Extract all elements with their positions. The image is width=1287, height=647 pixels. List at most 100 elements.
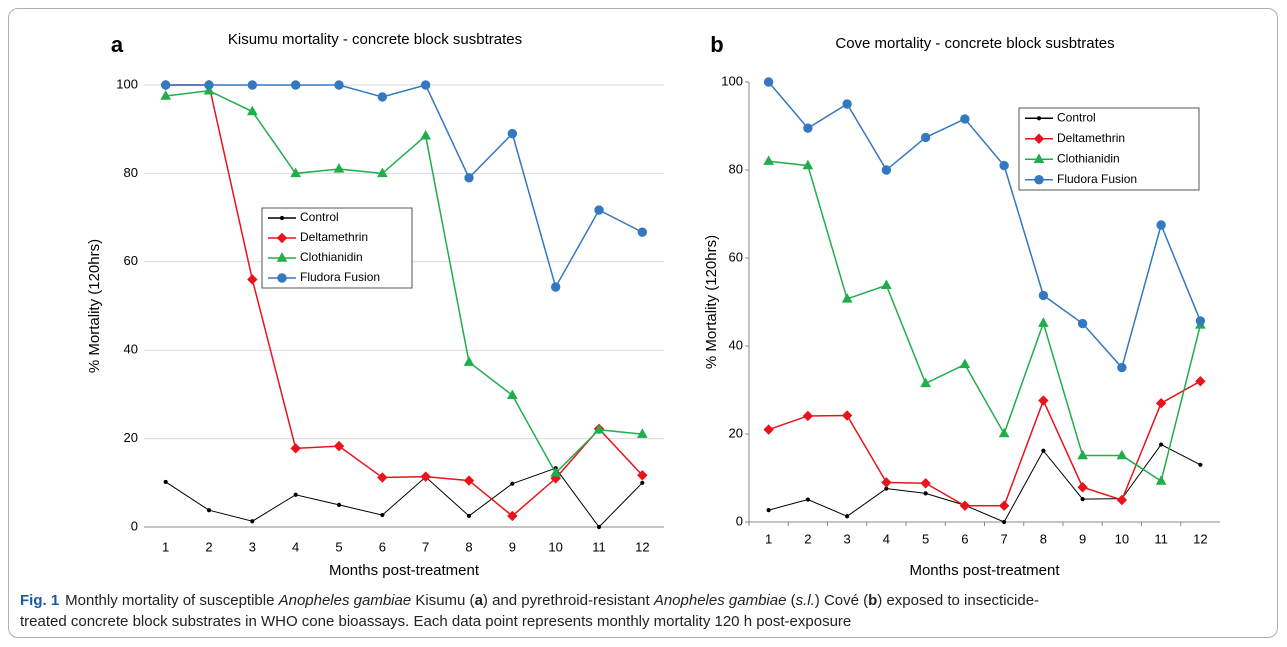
chart-title: Cove mortality - concrete block susbtrat… bbox=[835, 35, 1114, 52]
x-tick-label: 3 bbox=[249, 539, 256, 554]
marker bbox=[881, 477, 892, 488]
x-tick-label: 11 bbox=[1154, 531, 1168, 546]
marker bbox=[1036, 116, 1042, 121]
marker bbox=[1155, 475, 1167, 485]
marker bbox=[763, 77, 774, 87]
series-line bbox=[768, 443, 1201, 523]
x-tick-label: 9 bbox=[509, 539, 516, 554]
x-tick-label: 7 bbox=[422, 539, 429, 554]
caption-text: ) Cové ( bbox=[814, 592, 869, 609]
x-tick-label: 2 bbox=[804, 531, 811, 546]
marker bbox=[247, 80, 258, 90]
marker bbox=[420, 471, 431, 482]
figure-frame bbox=[8, 8, 1278, 638]
marker bbox=[276, 232, 288, 244]
caption-text: ( bbox=[786, 592, 796, 609]
marker bbox=[637, 470, 648, 481]
marker bbox=[1077, 482, 1088, 493]
caption-text: ) exposed to insecticide-treated concret… bbox=[20, 592, 1040, 630]
marker bbox=[279, 215, 285, 221]
y-tick-label: 20 bbox=[124, 430, 138, 445]
series-line bbox=[768, 160, 1202, 483]
marker bbox=[802, 410, 814, 422]
marker bbox=[998, 500, 1010, 511]
marker bbox=[277, 273, 287, 283]
caption-text: Anopheles gambiae bbox=[653, 592, 787, 609]
marker bbox=[506, 389, 518, 399]
marker bbox=[463, 475, 475, 486]
marker bbox=[1038, 290, 1049, 301]
marker bbox=[1195, 375, 1206, 387]
marker bbox=[510, 481, 515, 486]
y-tick-label: 20 bbox=[729, 425, 743, 440]
marker bbox=[334, 80, 344, 90]
caption-text: ) and pyrethroid-resistant bbox=[482, 592, 654, 609]
caption-text: Monthly mortality of susceptible bbox=[65, 592, 279, 609]
marker bbox=[163, 479, 168, 485]
x-tick-label: 8 bbox=[465, 539, 472, 554]
marker bbox=[276, 252, 288, 262]
marker bbox=[336, 502, 342, 507]
caption: Fig. 1 Monthly mortality of susceptible A… bbox=[20, 590, 1080, 632]
legend-label: Deltamethrin bbox=[300, 230, 368, 244]
marker bbox=[290, 443, 301, 454]
x-tick-label: 12 bbox=[635, 539, 649, 554]
y-tick-label: 40 bbox=[124, 342, 138, 357]
marker bbox=[596, 524, 602, 530]
panel-label: b bbox=[710, 32, 723, 57]
x-tick-label: 2 bbox=[205, 539, 212, 554]
marker bbox=[160, 90, 172, 100]
marker bbox=[1195, 316, 1206, 326]
marker bbox=[920, 377, 931, 388]
marker bbox=[637, 227, 648, 237]
marker bbox=[463, 356, 475, 366]
marker bbox=[1117, 362, 1127, 373]
caption-text: b bbox=[868, 592, 878, 609]
marker bbox=[250, 519, 255, 524]
marker bbox=[464, 173, 474, 183]
marker bbox=[204, 80, 214, 90]
x-axis-label: Months post-treatment bbox=[329, 562, 480, 579]
marker bbox=[160, 80, 171, 90]
marker bbox=[1034, 175, 1044, 185]
marker bbox=[593, 423, 605, 434]
series-line bbox=[165, 84, 643, 289]
y-tick-label: 0 bbox=[131, 518, 138, 533]
x-tick-label: 6 bbox=[379, 539, 386, 554]
marker bbox=[1155, 397, 1167, 409]
x-tick-label: 7 bbox=[1001, 531, 1008, 546]
marker bbox=[1033, 153, 1045, 163]
x-axis-label: Months post-treatment bbox=[909, 562, 1060, 579]
marker bbox=[1198, 462, 1203, 467]
x-tick-label: 8 bbox=[1040, 531, 1047, 546]
marker bbox=[998, 427, 1010, 438]
marker bbox=[920, 478, 931, 489]
x-tick-label: 1 bbox=[765, 531, 772, 546]
marker bbox=[1116, 449, 1128, 460]
marker bbox=[507, 128, 518, 139]
marker bbox=[333, 440, 345, 452]
y-tick-label: 80 bbox=[729, 161, 743, 176]
marker bbox=[803, 123, 813, 133]
legend-label: Control bbox=[300, 210, 339, 224]
marker bbox=[507, 510, 518, 522]
series-line bbox=[165, 84, 643, 517]
marker bbox=[802, 159, 814, 170]
legend-label: Clothianidin bbox=[1057, 151, 1120, 165]
marker bbox=[763, 424, 774, 435]
caption-text: Kisumu ( bbox=[411, 592, 475, 609]
marker bbox=[247, 274, 258, 285]
marker bbox=[1038, 395, 1049, 406]
marker bbox=[959, 500, 971, 511]
y-tick-label: 100 bbox=[721, 73, 743, 88]
marker bbox=[1080, 497, 1085, 502]
legend-label: Fludora Fusion bbox=[1057, 172, 1137, 186]
marker bbox=[376, 167, 388, 178]
x-tick-label: 5 bbox=[922, 531, 929, 546]
marker bbox=[594, 205, 604, 215]
marker bbox=[550, 467, 562, 477]
marker bbox=[1038, 317, 1049, 327]
y-tick-label: 0 bbox=[736, 513, 743, 528]
